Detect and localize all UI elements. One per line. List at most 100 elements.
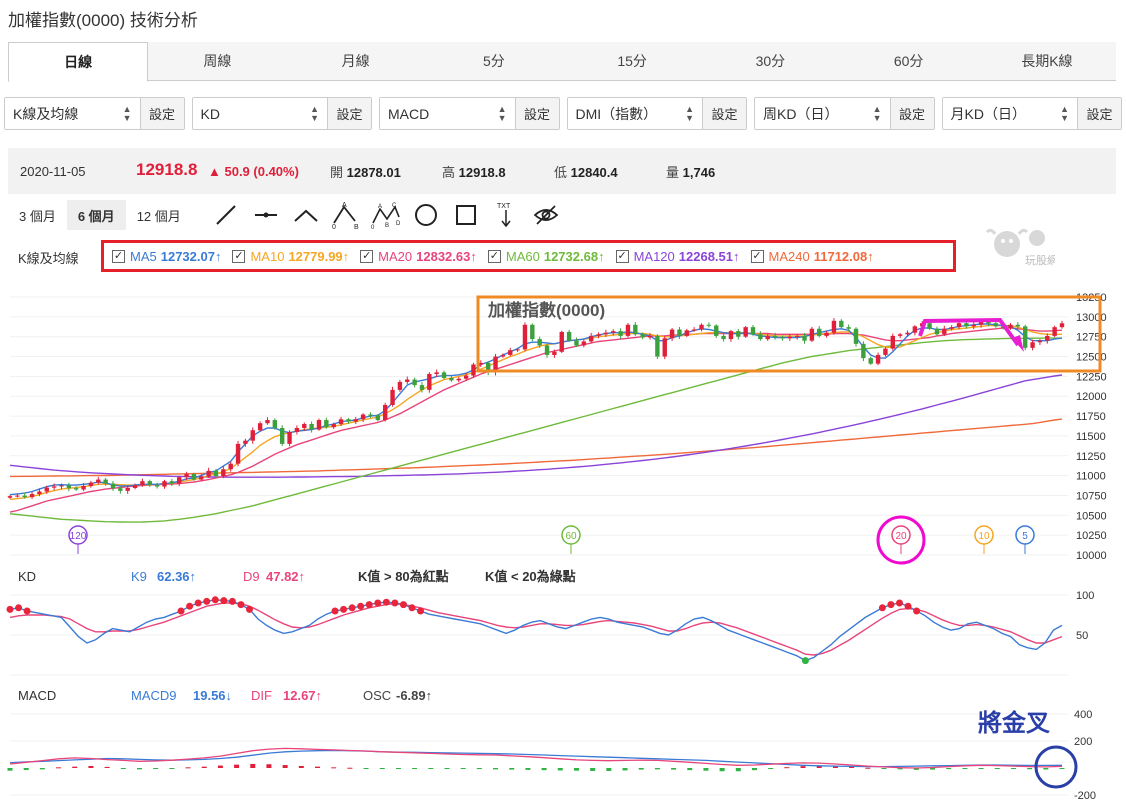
osc-bar [606,768,612,771]
range-3-months[interactable]: 3 個月 [19,208,56,224]
ma240-legend-item[interactable]: ✓ MA240 11712.08↑ [750,248,874,264]
osc-bar [557,768,563,771]
candle-body [633,324,638,335]
candle-body [59,485,64,487]
range-12-months[interactable]: 12 個月 [136,208,181,224]
settings-button[interactable]: 設定 [889,98,934,129]
candle-body [736,331,741,337]
tab-weekly[interactable]: 周線 [203,53,232,69]
candle-body [647,335,653,338]
indicator-group-5: 周KD（日） ▲ ▼ 設定 [754,97,935,130]
ma20-legend-item[interactable]: ✓ MA20 12832.63↑ [360,249,477,264]
tab-15min[interactable]: 15分 [617,53,647,69]
candle-body [353,419,358,422]
line-tool-icon[interactable] [206,200,246,230]
y-tick-label: 200 [1074,736,1092,748]
macd-indicator-select[interactable]: MACD ▲ ▼ [380,98,515,129]
horizontal-line-icon[interactable] [246,200,286,230]
kd-indicator-select[interactable]: KD ▲ ▼ [192,98,327,129]
updown-caret-icon: ▲ ▼ [685,103,694,123]
k-overbought-dot [186,602,194,610]
rectangle-tool-icon[interactable] [446,200,486,230]
angle-line-icon[interactable] [286,200,326,230]
macd-chart [7,713,1068,796]
select-value: 周KD（日） [763,105,839,122]
ma120-legend-item[interactable]: ✓ MA120 12268.51↑ [615,248,740,264]
ma60-legend-item[interactable]: ✓ MA60 12732.68↑ [487,249,605,264]
k-overbought-dot [895,599,903,607]
tool-letter-txt: TXT [497,203,511,210]
candle-body [265,420,270,424]
d9-line [9,602,1063,656]
candle-body [611,331,616,333]
k-oversold-dot [801,657,809,665]
candle-body [824,332,829,336]
osc-bar [719,768,725,772]
candle-body [515,349,520,351]
settings-button[interactable]: 設定 [327,98,371,129]
osc-bar [266,764,272,768]
checkbox-checked-icon: ✓ [232,249,246,263]
settings-button[interactable]: 設定 [139,98,184,129]
dmi-indicator-select[interactable]: DMI（指數） ▲ ▼ [567,98,702,129]
ma10-line [9,324,1062,501]
candle-body [1052,327,1057,336]
overlay-title: 加權指數(0000) [487,300,605,320]
y-tick-label: 12000 [1076,391,1107,403]
candle-body [714,325,719,336]
y-tick-label: 10500 [1076,510,1107,522]
settings-button[interactable]: 設定 [514,98,559,129]
range-6-months[interactable]: 6 個月 [66,200,126,230]
osc-bar [509,768,515,770]
checkbox-checked-icon: ✓ [112,249,125,263]
ma-value: 12268.51↑ [678,248,740,264]
osc-bar [395,768,401,769]
weekly-kd-select[interactable]: 周KD（日） ▲ ▼ [755,98,890,129]
osc-bar [751,768,757,771]
tab-monthly[interactable]: 月線 [341,53,370,69]
osc-bar [39,768,45,770]
tab-daily[interactable]: 日線 [8,42,149,82]
ma60-line [9,337,1062,523]
osc-bar [104,766,110,768]
osc-bar [816,765,822,768]
ma5-legend-item[interactable]: ✓ MA5 12732.07↑ [112,249,221,264]
candle-body [721,335,726,340]
text-tool-icon[interactable]: TXT [486,200,526,230]
settings-button[interactable]: 設定 [1077,98,1121,129]
osc-bar [72,766,78,768]
osc-bar [638,768,644,770]
candle-body [103,479,108,484]
hide-drawings-icon[interactable] [526,200,566,230]
tool-letter-0: 0 [332,224,336,229]
abcd-pattern-icon[interactable]: 0 A B C D [366,200,406,230]
circle-tool-icon[interactable] [406,200,446,230]
ab-pattern-icon[interactable]: 0 A B [326,200,366,230]
candle-body [831,320,837,333]
volume-label: 量 [666,164,680,180]
osc-bar [525,768,531,770]
candle-body [427,374,432,390]
settings-button[interactable]: 設定 [702,98,746,129]
candle-body [508,350,513,355]
tab-long-term[interactable]: 長期K線 [1021,53,1073,69]
ma-value: 11712.08↑ [813,248,874,264]
tab-5min[interactable]: 5分 [482,53,505,69]
main-indicator-select[interactable]: K線及均線 ▲ ▼ [5,98,140,129]
tab-30min[interactable]: 30分 [755,53,786,69]
candle-body [471,364,476,376]
candle-body [405,379,410,382]
indicator-group-6: 月KD（日） ▲ ▼ 設定 [941,97,1122,130]
y-tick-label: 11000 [1076,471,1106,483]
candle-body [986,321,991,324]
k-overbought-dot [357,602,365,610]
ma10-legend-item[interactable]: ✓ MA10 12779.99↑ [232,249,349,264]
k-overbought-dot [374,599,382,607]
magenta-arrow-annotation [918,317,1024,352]
osc-bar [897,768,903,770]
candle-body [177,477,182,484]
tab-60min[interactable]: 60分 [893,53,924,69]
quote-low: 低 12840.4 [554,162,618,181]
monthly-kd-select[interactable]: 月KD（日） ▲ ▼ [942,98,1077,129]
